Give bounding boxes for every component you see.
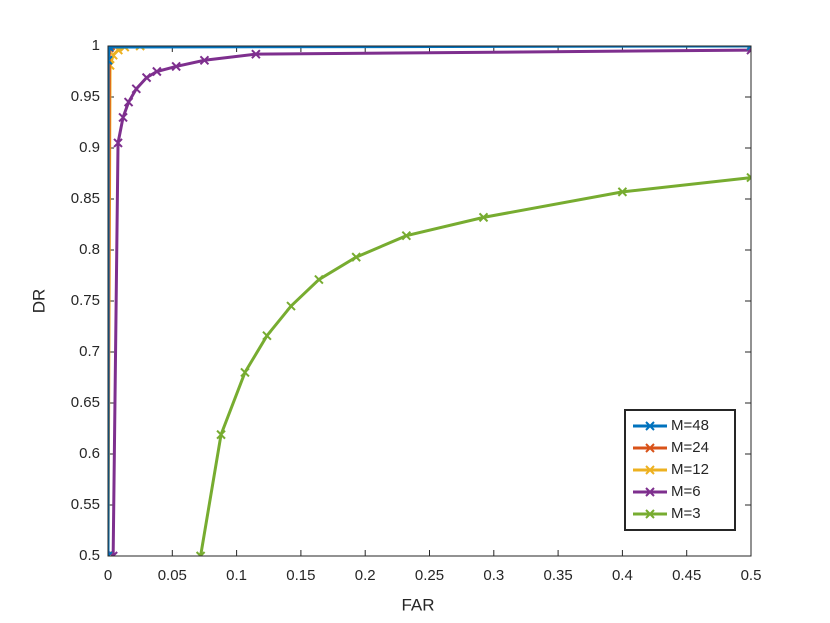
x-tick-label: 0.15 [286,567,315,584]
y-tick-label: 0.9 [79,139,100,156]
marker [135,46,145,51]
marker [108,55,113,65]
x-tick-label: 0.1 [226,567,247,584]
legend-label: M=6 [671,483,701,500]
marker [251,49,261,59]
marker [199,55,210,65]
series-line [108,46,751,556]
marker [216,429,226,440]
x-tick-label: 0.05 [158,567,187,584]
y-tick-label: 1 [92,37,100,54]
marker [108,46,116,51]
plot-area [108,46,751,556]
y-tick-label: 0.85 [71,190,100,207]
y-tick-label: 0.55 [71,496,100,513]
marker [123,97,134,107]
marker [746,46,751,51]
y-tick-label: 0.6 [79,445,100,462]
marker [262,330,272,341]
marker [645,487,655,497]
legend-label: M=24 [671,439,709,456]
marker [152,66,162,77]
marker [141,72,152,83]
x-tick-label: 0.25 [415,567,444,584]
y-axis-label: DR [29,289,48,314]
marker [645,465,655,475]
legend-label: M=12 [671,461,709,478]
marker [240,367,250,378]
marker [118,112,128,123]
marker [645,509,655,519]
marker [645,443,655,453]
marker [645,421,655,431]
x-tick-label: 0 [104,567,112,584]
marker [171,61,181,72]
y-tick-label: 0.65 [71,394,100,411]
y-tick-label: 0.95 [71,88,100,105]
marker [195,551,206,556]
y-tick-label: 0.7 [79,343,100,360]
marker [113,138,123,148]
x-tick-label: 0.35 [543,567,572,584]
x-tick-label: 0.2 [355,567,376,584]
marker [108,46,114,52]
legend-label: M=48 [671,417,709,434]
x-axis-label: FAR [401,595,434,614]
x-tick-label: 0.5 [741,567,762,584]
y-tick-label: 0.75 [71,292,100,309]
y-tick-label: 0.8 [79,241,100,258]
marker [286,301,296,311]
marker [314,274,324,285]
y-tick-label: 0.5 [79,547,100,564]
marker [351,252,361,262]
x-tick-label: 0.4 [612,567,633,584]
marker [617,187,628,197]
x-tick-label: 0.3 [483,567,504,584]
x-tick-label: 0.45 [672,567,701,584]
marker [746,172,751,183]
axes-box [107,45,752,557]
marker [131,84,141,94]
marker [401,231,412,241]
marker [108,551,113,556]
marker [478,212,489,223]
legend-label: M=3 [671,505,701,522]
